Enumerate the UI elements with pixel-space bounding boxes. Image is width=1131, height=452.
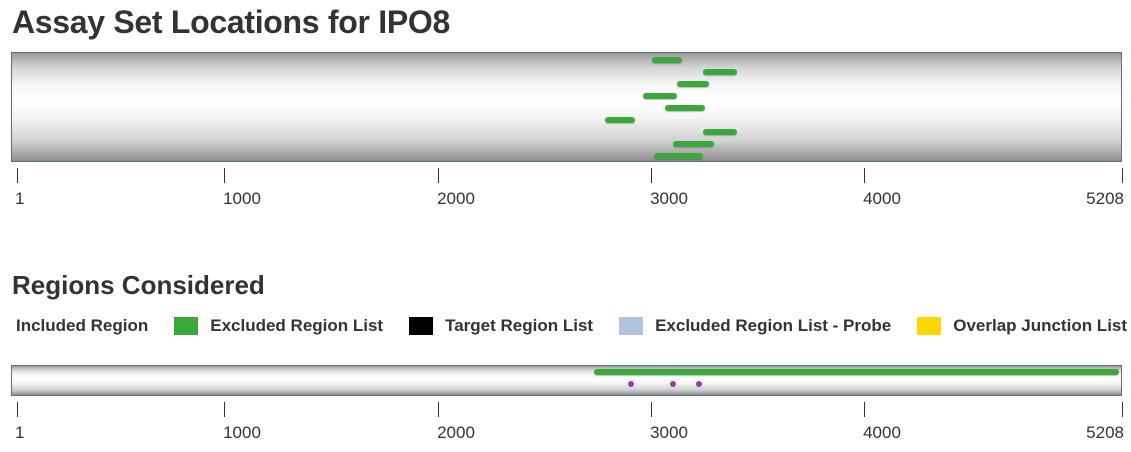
legend-label: Included Region (16, 316, 149, 335)
overlap-junction-marker[interactable] (627, 381, 634, 387)
legend-label: Excluded Region List - Probe (655, 316, 892, 335)
axis-tick (224, 402, 225, 417)
legend-item-excluded-region-list-probe: Excluded Region List - Probe (655, 316, 953, 336)
overlap-junction-marker[interactable] (695, 381, 702, 387)
axis-tick (17, 168, 18, 183)
axis-tick-label: 4000 (863, 189, 901, 208)
legend-item-target-region-list: Target Region List (445, 316, 655, 336)
legend-swatch-yellow (917, 317, 942, 335)
assay-bar[interactable] (703, 69, 738, 75)
assay-bar[interactable] (677, 81, 710, 87)
axis-tick (864, 168, 865, 183)
axis-tick-label: 5208 (1086, 189, 1124, 208)
assay-bar[interactable] (643, 93, 678, 99)
overlap-junction-marker[interactable] (670, 381, 677, 387)
axis-tick (438, 402, 439, 417)
axis-tick-label: 3000 (650, 189, 688, 208)
axis-tick (1122, 168, 1123, 183)
legend-label: Overlap Junction List (953, 316, 1128, 335)
axis-tick-label: 1000 (223, 423, 261, 442)
legend-item-excluded-region-list: Excluded Region List (210, 316, 445, 336)
axis-tick (864, 402, 865, 417)
axis-tick (17, 402, 18, 417)
axis-tick-label: 2000 (437, 189, 475, 208)
axis-tick-label: 5208 (1086, 423, 1124, 442)
regions-legend: Included Region Excluded Region List Tar… (16, 314, 1131, 338)
page-title: Assay Set Locations for IPO8 (12, 4, 450, 40)
axis-tick-label: 4000 (863, 423, 901, 442)
axis-tick (224, 168, 225, 183)
axis-tick-label: 3000 (650, 423, 688, 442)
legend-label: Excluded Region List (210, 316, 384, 335)
assay-bar[interactable] (654, 153, 704, 159)
legend-item-overlap-junction-list: Overlap Junction List (953, 316, 1131, 336)
included-region-bar[interactable] (594, 369, 1119, 375)
assay-locations-track (11, 52, 1122, 162)
assay-bar[interactable] (604, 117, 635, 123)
assay-bar[interactable] (664, 105, 706, 111)
legend-swatch-black (409, 317, 434, 335)
axis-tick (1122, 402, 1123, 417)
axis-tick (651, 168, 652, 183)
regions-title: Regions Considered (12, 270, 265, 300)
regions-position-axis: 1 1000 2000 3000 4000 5208 (0, 402, 1131, 442)
legend-item-included-region: Included Region (16, 316, 210, 336)
assay-position-axis: 1 1000 2000 3000 4000 5208 (0, 168, 1131, 208)
legend-label: Target Region List (445, 316, 594, 335)
regions-considered-track (11, 365, 1122, 396)
legend-swatch-green (174, 317, 199, 335)
assay-bar[interactable] (651, 57, 682, 63)
axis-tick-label: 1 (15, 189, 25, 208)
axis-tick (438, 168, 439, 183)
assay-bar[interactable] (703, 129, 738, 135)
axis-tick-label: 1 (15, 423, 25, 442)
assay-bar[interactable] (673, 141, 714, 147)
axis-tick-label: 2000 (437, 423, 475, 442)
legend-swatch-light-blue (619, 317, 644, 335)
axis-tick-label: 1000 (223, 189, 261, 208)
axis-tick (651, 402, 652, 417)
